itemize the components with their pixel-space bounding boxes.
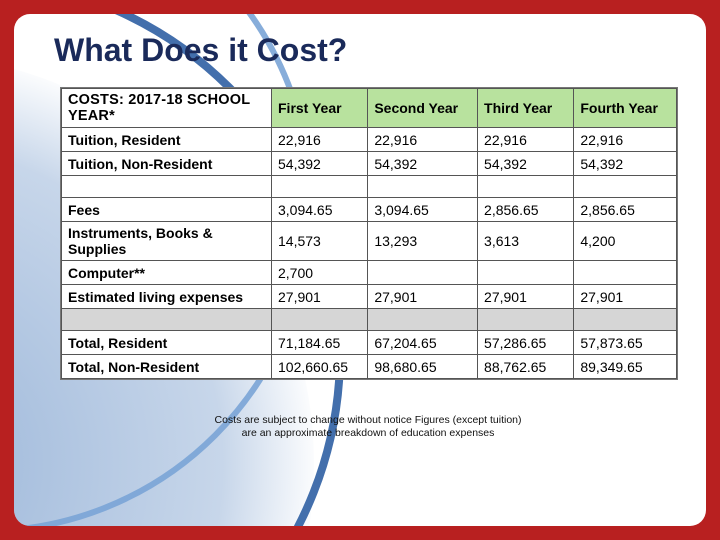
cell: 98,680.65 <box>368 355 478 379</box>
cell: 4,200 <box>574 222 677 261</box>
cell: 22,916 <box>574 128 677 152</box>
table-row: Tuition, Non-Resident 54,392 54,392 54,3… <box>62 152 677 176</box>
cell: 3,094.65 <box>368 198 478 222</box>
table-row: Estimated living expenses 27,901 27,901 … <box>62 285 677 309</box>
row-label: Tuition, Resident <box>62 128 272 152</box>
cell: 3,094.65 <box>272 198 368 222</box>
cell: 54,392 <box>272 152 368 176</box>
cell: 27,901 <box>478 285 574 309</box>
cell: 102,660.65 <box>272 355 368 379</box>
cell: 54,392 <box>574 152 677 176</box>
cell <box>574 261 677 285</box>
cell: 22,916 <box>368 128 478 152</box>
cell: 71,184.65 <box>272 331 368 355</box>
col-third-year: Third Year <box>478 89 574 128</box>
cell: 2,700 <box>272 261 368 285</box>
cell: 2,856.65 <box>574 198 677 222</box>
cell: 22,916 <box>478 128 574 152</box>
cell: 54,392 <box>368 152 478 176</box>
footnote: Costs are subject to change without noti… <box>54 414 682 440</box>
row-label: Tuition, Non-Resident <box>62 152 272 176</box>
footnote-line1: Costs are subject to change without noti… <box>215 414 522 426</box>
header-corner: COSTS: 2017-18 SCHOOL YEAR* <box>62 89 272 128</box>
table-row: Total, Resident 71,184.65 67,204.65 57,2… <box>62 331 677 355</box>
cell <box>368 309 478 331</box>
cell: 3,613 <box>478 222 574 261</box>
shaded-row <box>62 309 677 331</box>
cell: 54,392 <box>478 152 574 176</box>
cell: 27,901 <box>368 285 478 309</box>
cell <box>574 176 677 198</box>
table-row: Instruments, Books & Supplies 14,573 13,… <box>62 222 677 261</box>
cell <box>62 309 272 331</box>
cell: 57,873.65 <box>574 331 677 355</box>
cell <box>272 176 368 198</box>
row-label: Fees <box>62 198 272 222</box>
cell: 2,856.65 <box>478 198 574 222</box>
cell: 27,901 <box>272 285 368 309</box>
cell: 89,349.65 <box>574 355 677 379</box>
cell: 27,901 <box>574 285 677 309</box>
row-label: Instruments, Books & Supplies <box>62 222 272 261</box>
row-label: Estimated living expenses <box>62 285 272 309</box>
cell <box>478 309 574 331</box>
footnote-line2: are an approximate breakdown of educatio… <box>242 427 495 439</box>
cell <box>368 261 478 285</box>
cost-table-header: COSTS: 2017-18 SCHOOL YEAR* First Year S… <box>62 89 677 128</box>
slide: What Does it Cost? COSTS: 2017-18 SCHOOL… <box>14 14 706 526</box>
cell: 67,204.65 <box>368 331 478 355</box>
cell <box>368 176 478 198</box>
col-fourth-year: Fourth Year <box>574 89 677 128</box>
spacer-row <box>62 176 677 198</box>
row-label: Total, Resident <box>62 331 272 355</box>
page-title: What Does it Cost? <box>54 32 682 69</box>
cell <box>272 309 368 331</box>
cell: 22,916 <box>272 128 368 152</box>
row-label: Total, Non-Resident <box>62 355 272 379</box>
cost-table-container: COSTS: 2017-18 SCHOOL YEAR* First Year S… <box>60 87 678 380</box>
cell <box>478 261 574 285</box>
cell <box>574 309 677 331</box>
col-first-year: First Year <box>272 89 368 128</box>
table-row: Computer** 2,700 <box>62 261 677 285</box>
cell: 14,573 <box>272 222 368 261</box>
cell: 57,286.65 <box>478 331 574 355</box>
cost-table-body: Tuition, Resident 22,916 22,916 22,916 2… <box>62 128 677 379</box>
table-row: Tuition, Resident 22,916 22,916 22,916 2… <box>62 128 677 152</box>
cell: 88,762.65 <box>478 355 574 379</box>
header-row: COSTS: 2017-18 SCHOOL YEAR* First Year S… <box>62 89 677 128</box>
row-label: Computer** <box>62 261 272 285</box>
cost-table: COSTS: 2017-18 SCHOOL YEAR* First Year S… <box>61 88 677 379</box>
cell: 13,293 <box>368 222 478 261</box>
cell <box>478 176 574 198</box>
table-row: Total, Non-Resident 102,660.65 98,680.65… <box>62 355 677 379</box>
cell <box>62 176 272 198</box>
col-second-year: Second Year <box>368 89 478 128</box>
content-area: What Does it Cost? COSTS: 2017-18 SCHOOL… <box>14 14 706 452</box>
table-row: Fees 3,094.65 3,094.65 2,856.65 2,856.65 <box>62 198 677 222</box>
